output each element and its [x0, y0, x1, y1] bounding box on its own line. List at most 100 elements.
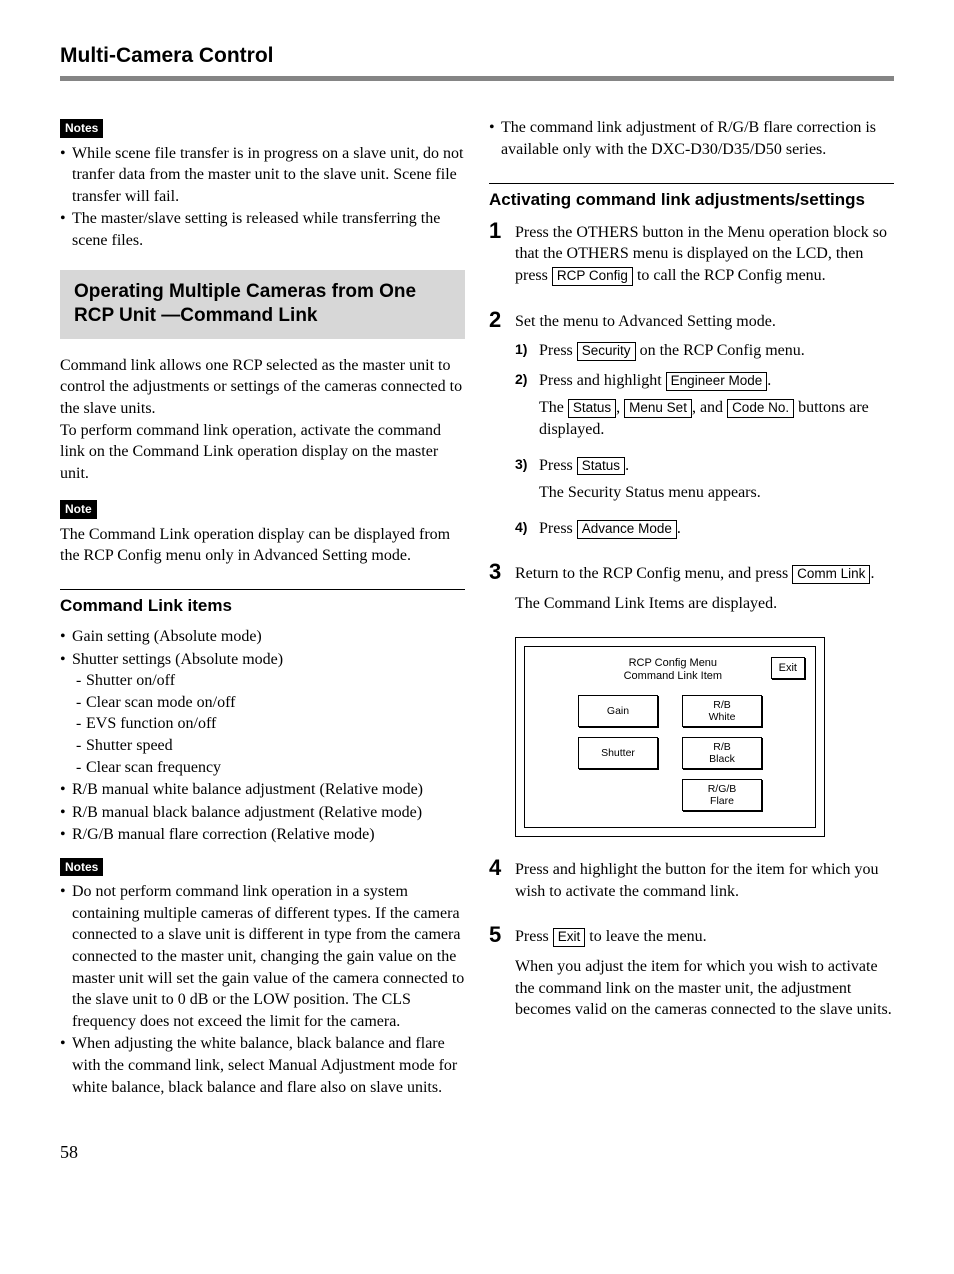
- list-item: Gain setting (Absolute mode): [60, 626, 465, 648]
- menu-set-button: Menu Set: [624, 399, 692, 418]
- screen-title: RCP Config Menu Command Link Item: [535, 657, 771, 683]
- step-text: Press: [515, 928, 553, 945]
- substep-text: .: [625, 457, 629, 474]
- comm-link-button: Comm Link: [792, 565, 870, 584]
- divider: [489, 183, 894, 184]
- substep-number: 1): [515, 340, 535, 362]
- screen-title-line1: RCP Config Menu: [629, 657, 717, 669]
- activating-title: Activating command link adjustments/sett…: [489, 189, 894, 210]
- shutter-button: Shutter: [578, 737, 658, 769]
- sub-list: Shutter on/off Clear scan mode on/off EV…: [72, 670, 465, 778]
- substep-text: , and: [692, 399, 727, 416]
- notes-list-1: While scene file transfer is in progress…: [60, 143, 465, 252]
- sub-item: Clear scan frequency: [76, 757, 465, 779]
- sub-item: EVS function on/off: [76, 713, 465, 735]
- list-item: R/B manual black balance adjustment (Rel…: [60, 802, 465, 824]
- screen-exit-button: Exit: [771, 657, 805, 680]
- substeps: 1) Press Security on the RCP Config menu…: [515, 340, 894, 539]
- step-text: to call the RCP Config menu.: [633, 267, 826, 284]
- sub-item: Shutter on/off: [76, 670, 465, 692]
- list-item-text: Shutter settings (Absolute mode): [72, 651, 283, 668]
- substep-number: 2): [515, 370, 535, 447]
- substep-text: Press: [539, 520, 577, 537]
- substep-text: ,: [616, 399, 624, 416]
- substep-body: Press Status. The Security Status menu a…: [539, 455, 894, 510]
- numbered-steps: 1 Press the OTHERS button in the Menu op…: [489, 220, 894, 623]
- note-item: The master/slave setting is released whi…: [60, 208, 465, 251]
- step-number: 3: [489, 561, 505, 583]
- substep-4: 4) Press Advance Mode.: [515, 518, 894, 540]
- step-number: 5: [489, 924, 505, 946]
- step-number: 1: [489, 220, 505, 242]
- substep-2: 2) Press and highlight Engineer Mode. Th…: [515, 370, 894, 447]
- step-body: Set the menu to Advanced Setting mode. 1…: [515, 309, 894, 548]
- step-4: 4 Press and highlight the button for the…: [489, 857, 894, 910]
- step-number: 4: [489, 857, 505, 879]
- code-no-button: Code No.: [727, 399, 794, 418]
- substep-number: 4): [515, 518, 535, 540]
- step-text: .: [870, 565, 874, 582]
- step-body: Press the OTHERS button in the Menu oper…: [515, 220, 894, 295]
- divider: [60, 589, 465, 590]
- sub-item: Shutter speed: [76, 735, 465, 757]
- list-item: R/G/B manual flare correction (Relative …: [60, 824, 465, 846]
- note-item: The command link adjustment of R/G/B fla…: [489, 117, 894, 160]
- note-text: The Command Link operation display can b…: [60, 524, 465, 567]
- rb-black-button: R/BBlack: [682, 737, 762, 769]
- step-3: 3 Return to the RCP Config menu, and pre…: [489, 561, 894, 622]
- note-item: While scene file transfer is in progress…: [60, 143, 465, 208]
- right-column: The command link adjustment of R/G/B fla…: [489, 117, 894, 1116]
- substep-text: The Security Status menu appears.: [539, 482, 894, 504]
- engineer-mode-button: Engineer Mode: [666, 372, 768, 391]
- step-2: 2 Set the menu to Advanced Setting mode.…: [489, 309, 894, 548]
- substep-body: Press and highlight Engineer Mode. The S…: [539, 370, 894, 447]
- substep-text: .: [677, 520, 681, 537]
- section-heading-box: Operating Multiple Cameras from One RCP …: [60, 270, 465, 339]
- substep-number: 3): [515, 455, 535, 510]
- substep-3: 3) Press Status. The Security Status men…: [515, 455, 894, 510]
- substep-1: 1) Press Security on the RCP Config menu…: [515, 340, 894, 362]
- intro-paragraph: Command link allows one RCP selected as …: [60, 355, 465, 485]
- step-body: Return to the RCP Config menu, and press…: [515, 561, 894, 622]
- command-link-items-title: Command Link items: [60, 595, 465, 616]
- step-number: 2: [489, 309, 505, 331]
- intro-text-1: Command link allows one RCP selected as …: [60, 357, 462, 417]
- substep-text: Press: [539, 457, 577, 474]
- numbered-steps-cont: 4 Press and highlight the button for the…: [489, 857, 894, 1029]
- rgb-flare-button: R/G/BFlare: [682, 779, 762, 811]
- screen-diagram: RCP Config Menu Command Link Item Exit G…: [515, 637, 825, 838]
- gain-button: Gain: [578, 695, 658, 727]
- two-column-layout: Notes While scene file transfer is in pr…: [60, 117, 894, 1116]
- substep-body: Press Security on the RCP Config menu.: [539, 340, 894, 362]
- left-column: Notes While scene file transfer is in pr…: [60, 117, 465, 1116]
- list-item: Shutter settings (Absolute mode) Shutter…: [60, 649, 465, 779]
- list-item: R/B manual white balance adjustment (Rel…: [60, 779, 465, 801]
- substep-text: The: [539, 399, 568, 416]
- notes-label: Notes: [60, 119, 103, 137]
- top-bullet-list: The command link adjustment of R/G/B fla…: [489, 117, 894, 160]
- step-text: Set the menu to Advanced Setting mode.: [515, 311, 894, 333]
- step-text: to leave the menu.: [585, 928, 706, 945]
- substep-body: Press Advance Mode.: [539, 518, 894, 540]
- screen-title-line2: Command Link Item: [624, 670, 722, 682]
- note-item: Do not perform command link operation in…: [60, 881, 465, 1032]
- substep-text: .: [767, 372, 771, 389]
- step-text: The Command Link Items are displayed.: [515, 593, 894, 615]
- sub-item: Clear scan mode on/off: [76, 692, 465, 714]
- substep-text: Press: [539, 342, 577, 359]
- substep-text: on the RCP Config menu.: [636, 342, 805, 359]
- notes-list-2: Do not perform command link operation in…: [60, 881, 465, 1098]
- status-button: Status: [577, 457, 625, 476]
- step-body: Press Exit to leave the menu. When you a…: [515, 924, 894, 1028]
- page-title: Multi-Camera Control: [60, 42, 894, 81]
- step-1: 1 Press the OTHERS button in the Menu op…: [489, 220, 894, 295]
- step-5: 5 Press Exit to leave the menu. When you…: [489, 924, 894, 1028]
- advance-mode-button: Advance Mode: [577, 520, 677, 539]
- step-text: Return to the RCP Config menu, and press: [515, 565, 792, 582]
- notes-label: Notes: [60, 858, 103, 876]
- screen-button-grid: Gain R/BWhite Shutter R/BBlack R/G/BFlar…: [535, 695, 805, 811]
- page-number: 58: [60, 1140, 894, 1164]
- status-button: Status: [568, 399, 616, 418]
- command-link-items-list: Gain setting (Absolute mode) Shutter set…: [60, 626, 465, 846]
- step-text: When you adjust the item for which you w…: [515, 956, 894, 1021]
